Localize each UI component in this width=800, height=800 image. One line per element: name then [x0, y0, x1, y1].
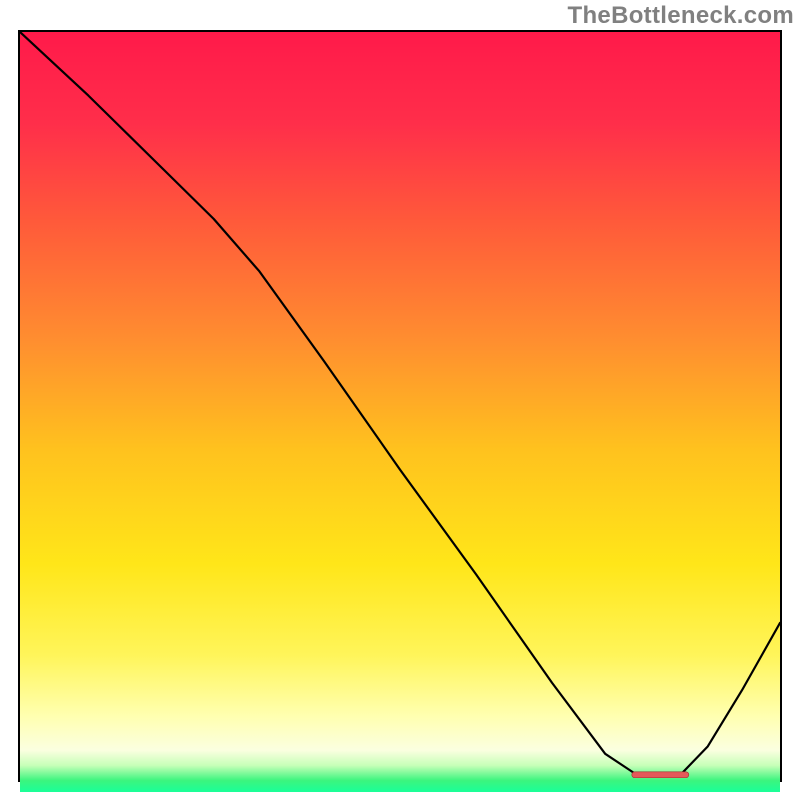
chart-overlay: [20, 32, 780, 780]
chart-wrap: TheBottleneck.com: [0, 0, 800, 800]
watermark-text: TheBottleneck.com: [568, 2, 794, 30]
highlight-marker: [632, 772, 689, 778]
plot-area: [18, 30, 782, 782]
main-curve: [20, 32, 780, 774]
